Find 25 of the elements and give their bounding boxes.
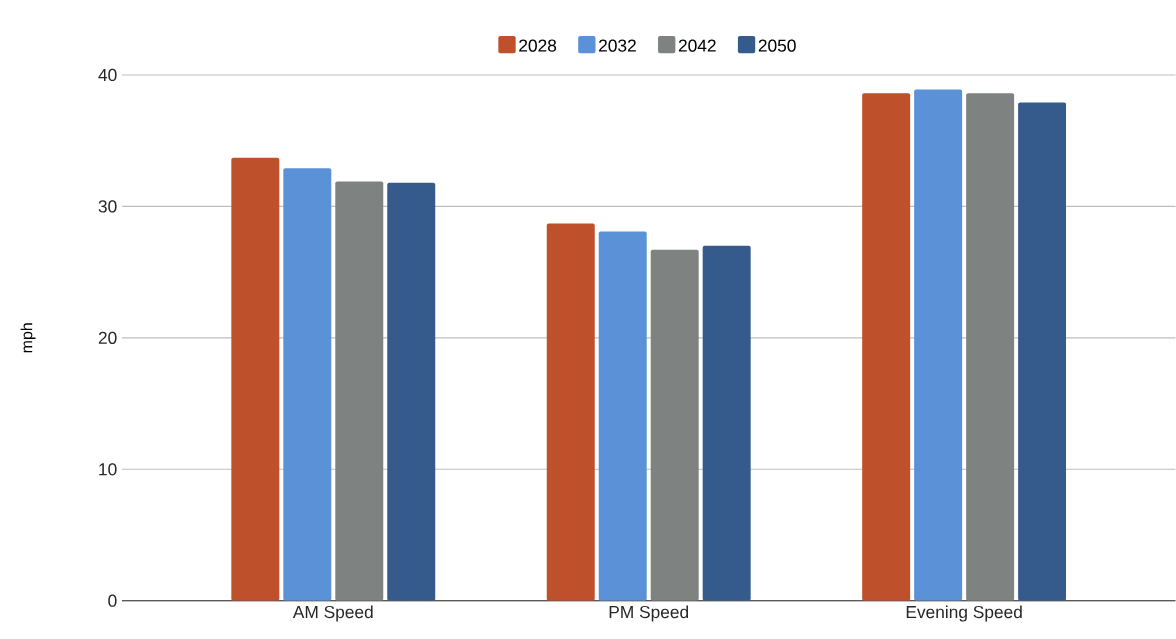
y-axis-title: mph [20, 323, 36, 353]
bar [546, 223, 595, 601]
bar [1018, 102, 1067, 601]
y-tick-label: 20 [98, 331, 117, 345]
bar [966, 93, 1015, 601]
bar [283, 168, 332, 601]
bar [598, 231, 647, 601]
bar [702, 245, 751, 601]
y-tick-label: 40 [98, 68, 117, 82]
x-tick-label: PM Speed [609, 605, 689, 622]
legend-label: 2050 [758, 39, 796, 52]
bar [387, 182, 436, 601]
bar [231, 157, 280, 601]
bar [862, 93, 911, 601]
x-tick-label: AM Speed [292, 605, 373, 622]
legend-label: 2032 [599, 39, 636, 52]
legend-label: 2028 [519, 39, 557, 52]
bar [914, 89, 963, 601]
x-tick-label: Evening Speed [906, 605, 1022, 622]
bar [650, 249, 699, 601]
y-tick-label: 30 [98, 200, 117, 213]
legend-label: 2042 [678, 39, 716, 52]
y-tick-label: 0 [108, 594, 117, 607]
bar [335, 181, 384, 601]
y-tick-label: 10 [99, 463, 117, 476]
